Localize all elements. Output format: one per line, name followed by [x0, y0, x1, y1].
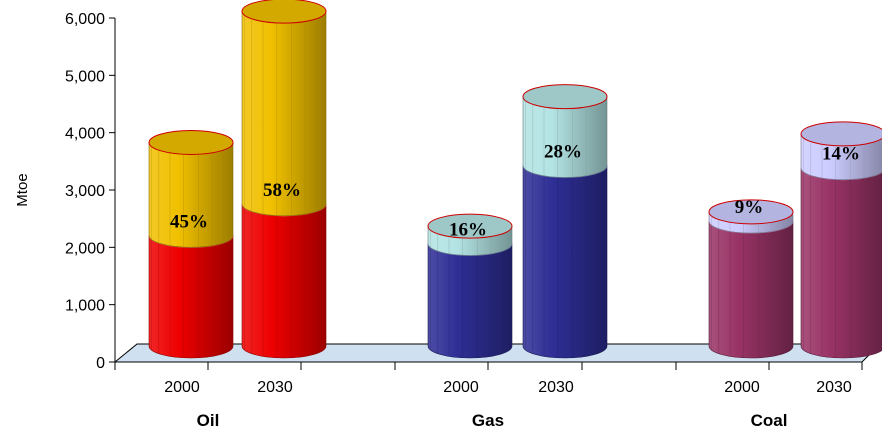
- bar-segment-lower-body: [241, 203, 327, 359]
- bar-segment-lower: [800, 167, 882, 359]
- x-tick-label: 2000: [443, 379, 479, 396]
- bar-segment-upper: [800, 121, 882, 180]
- x-tick-label: 2030: [538, 379, 574, 396]
- bar-segment-upper: [241, 0, 327, 217]
- bar-segment-lower: [708, 220, 794, 359]
- bar-segment-upper-top: [800, 121, 882, 147]
- bar-group-gas: 16% 28%: [427, 84, 608, 359]
- bar-group-oil: 45% 58%: [148, 0, 327, 359]
- data-label: 45%: [170, 211, 208, 232]
- data-label: 9%: [735, 197, 764, 218]
- bar-segment-lower-body: [427, 243, 513, 359]
- bar-segment-upper: [427, 213, 513, 256]
- data-label: 58%: [263, 180, 301, 201]
- y-tick-label: 4,000: [65, 126, 105, 143]
- bar-segment-upper-top: [522, 84, 608, 110]
- bar-segment-upper: [522, 84, 608, 178]
- bar-segment-lower-body: [800, 167, 882, 359]
- x-tick-label: 2030: [816, 379, 852, 396]
- bar-coal-2000: 9%: [708, 197, 794, 359]
- data-label: 28%: [544, 141, 582, 162]
- bar-segment-upper: [148, 129, 234, 248]
- y-tick-label: 6,000: [65, 11, 105, 28]
- y-tick-label: 3,000: [65, 183, 105, 200]
- bar-segment-lower-body: [522, 165, 608, 359]
- bar-oil-2000: 45%: [148, 129, 234, 359]
- bar-oil-2030: 58%: [241, 0, 327, 359]
- group-label: Coal: [751, 411, 788, 430]
- x-tick-label: 2000: [164, 379, 200, 396]
- y-axis-label: Mtoe: [14, 173, 31, 206]
- group-label: Oil: [197, 411, 220, 430]
- bar-segment-upper: [708, 199, 794, 234]
- y-tick-label: 1,000: [65, 298, 105, 315]
- bar-segment-upper-top: [427, 213, 513, 239]
- group-label: Gas: [472, 411, 504, 430]
- bar-segment-upper-top: [708, 199, 794, 225]
- bar-segment-upper-top: [148, 129, 234, 155]
- bar-segment-lower-body: [708, 220, 794, 359]
- bar-segment-lower: [148, 235, 234, 359]
- bar-segment-upper-top: [241, 0, 327, 24]
- data-label: 16%: [449, 219, 487, 240]
- bar-segment-lower-body: [148, 235, 234, 359]
- bar-gas-2000: 16%: [427, 213, 513, 359]
- y-tick-label: 0: [96, 355, 105, 372]
- data-label: 14%: [822, 144, 860, 165]
- y-tick-label: 5,000: [65, 68, 105, 85]
- y-tick-label: 2,000: [65, 240, 105, 257]
- bar-gas-2030: 28%: [522, 84, 608, 359]
- bar-group-coal: 9% 14%: [708, 121, 882, 359]
- bar-coal-2030: 14%: [800, 121, 882, 359]
- x-tick-label: 2030: [257, 379, 293, 396]
- bar-segment-lower: [241, 203, 327, 359]
- bar-segment-lower: [427, 243, 513, 359]
- x-tick-label: 2000: [724, 379, 760, 396]
- bar-segment-lower: [522, 165, 608, 359]
